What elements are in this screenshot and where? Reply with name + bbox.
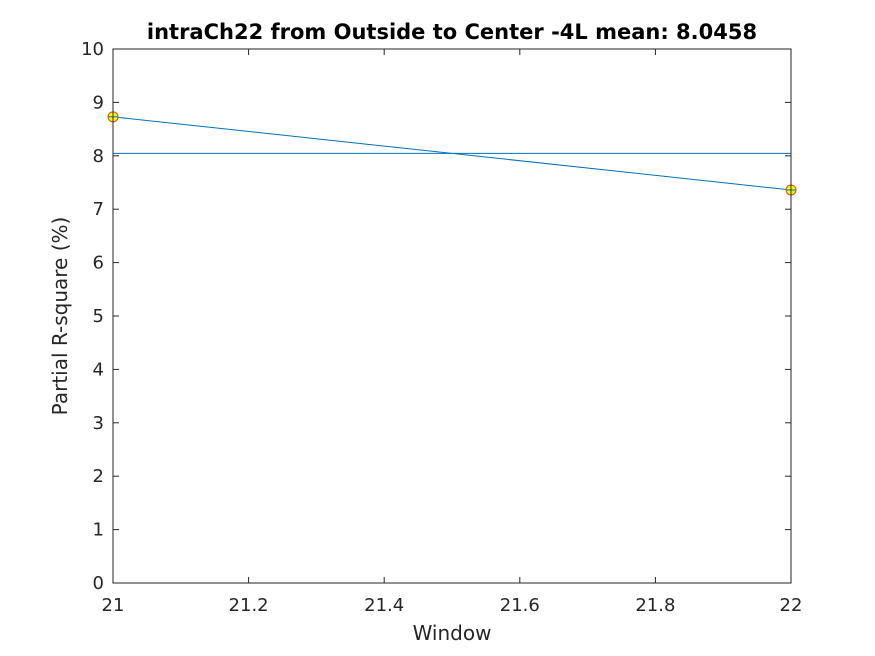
y-tick-label: 2 bbox=[93, 466, 104, 487]
x-tick-label: 22 bbox=[780, 595, 803, 616]
x-tick-label: 21.6 bbox=[500, 595, 540, 616]
y-tick-label: 4 bbox=[93, 359, 104, 380]
y-tick-label: 5 bbox=[93, 306, 104, 327]
y-tick-label: 7 bbox=[93, 199, 104, 220]
y-tick-label: 0 bbox=[93, 573, 104, 594]
x-tick-label: 21.2 bbox=[229, 595, 269, 616]
y-tick-label: 8 bbox=[93, 146, 104, 167]
series-line bbox=[112, 116, 792, 191]
chart-title: intraCh22 from Outside to Center -4L mea… bbox=[147, 20, 757, 44]
y-tick-label: 1 bbox=[93, 520, 104, 541]
x-tick-label: 21.4 bbox=[364, 595, 404, 616]
y-tick-label: 6 bbox=[93, 253, 104, 274]
x-axis-label: Window bbox=[413, 621, 492, 645]
plot-area bbox=[113, 49, 791, 583]
y-axis-label: Partial R-square (%) bbox=[48, 217, 72, 416]
y-tick-label: 9 bbox=[93, 92, 104, 113]
axis-ticks: 21 21.2 21.4 21.6 21.8 22 0 1 2 3 4 5 6 7 8 9 10 bbox=[81, 39, 802, 616]
y-tick-label: 10 bbox=[81, 39, 104, 60]
x-tick-label: 21.8 bbox=[635, 595, 675, 616]
x-tick-label: 21 bbox=[102, 595, 125, 616]
y-tick-label: 3 bbox=[93, 413, 104, 434]
